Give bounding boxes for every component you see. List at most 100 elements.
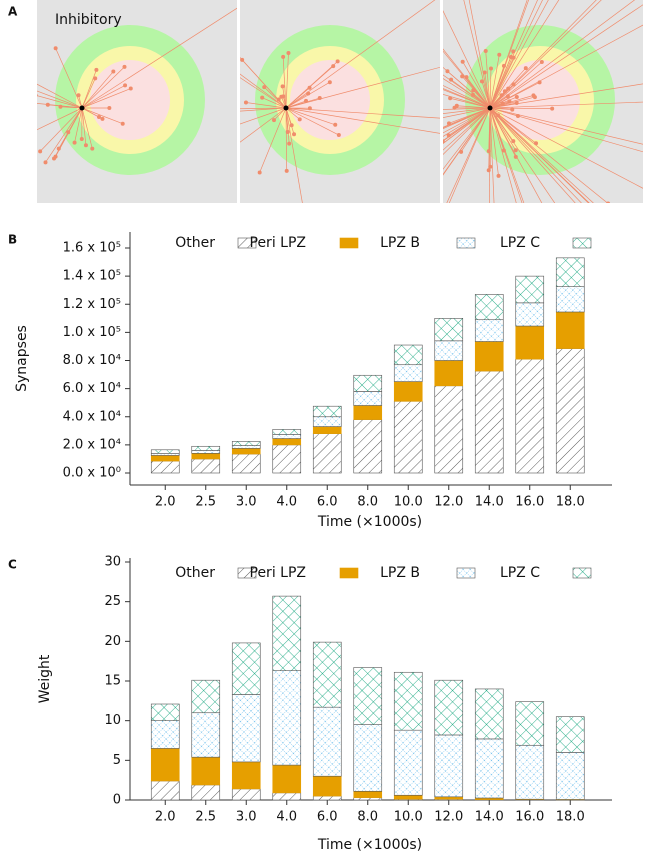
axon — [489, 107, 594, 203]
bar-segment — [231, 441, 261, 446]
legend-label: LPZ B — [380, 565, 420, 581]
synapse-dot — [482, 70, 487, 75]
soma — [487, 105, 493, 111]
soma — [283, 105, 289, 111]
synapse-dot — [511, 82, 516, 87]
bar-segment — [393, 344, 423, 366]
axon — [489, 0, 636, 109]
bar-segment — [555, 348, 585, 474]
bar-segment — [272, 434, 302, 439]
synapse-dot — [83, 143, 88, 148]
synapse-dot — [72, 140, 77, 145]
synapse-dot — [550, 106, 555, 111]
bar-segment — [191, 458, 221, 474]
bar-segment — [555, 752, 585, 800]
synapse-dot — [257, 280, 261, 284]
axon — [489, 107, 517, 158]
panel-label: C — [8, 558, 17, 572]
synapse-dot — [52, 156, 57, 161]
synapse-dot — [336, 133, 341, 138]
y-tick-label: 10 — [104, 713, 121, 728]
synapse-dot — [333, 122, 338, 127]
axon — [489, 24, 643, 109]
axon — [443, 107, 491, 141]
axon — [443, 107, 491, 176]
axon — [259, 107, 287, 173]
synapse-dot — [606, 201, 611, 203]
axon — [462, 61, 491, 109]
bar-segment — [353, 374, 383, 392]
y-tick-label: 4.0 x 10⁴ — [63, 409, 121, 424]
axon — [468, 0, 491, 109]
axon — [443, 85, 491, 109]
bar-segment — [231, 445, 261, 449]
bar-segment — [231, 694, 261, 763]
synapse-dot — [292, 132, 297, 137]
bar-segment — [312, 795, 342, 801]
axon — [443, 107, 491, 134]
y-axis-label: Synapses — [14, 325, 30, 392]
synapse-dot — [38, 149, 43, 154]
axon — [489, 107, 505, 151]
axon — [443, 89, 491, 109]
synapse-dot — [37, 93, 38, 97]
synapse-dot — [506, 86, 511, 91]
axon — [240, 73, 287, 109]
legend-label: Peri LPZ — [250, 565, 307, 581]
legend-label: LPZ C — [500, 235, 540, 251]
bar-segment — [515, 302, 545, 327]
synapse-dot — [483, 48, 488, 53]
synapse-dot — [513, 148, 518, 153]
synapse-dot — [372, 257, 376, 261]
bar-segment — [191, 756, 221, 786]
axon — [285, 107, 295, 135]
axon — [37, 95, 83, 109]
synapse-dot — [479, 79, 484, 84]
synapse-dot — [499, 93, 504, 98]
synapse-dot — [23, 76, 27, 80]
x-tick-label: 10.0 — [394, 810, 423, 825]
axon — [489, 107, 582, 203]
axon — [240, 107, 287, 125]
axon — [45, 107, 83, 163]
synapse-dot — [120, 121, 125, 126]
bar-segment — [150, 748, 180, 782]
axon — [489, 107, 513, 110]
x-tick-label: 18.0 — [556, 495, 585, 510]
x-tick-label: 2.5 — [195, 495, 216, 510]
bar-segment — [150, 455, 180, 462]
bar-segment — [312, 405, 342, 418]
bar-segment — [515, 275, 545, 304]
synapse-dot — [284, 168, 289, 173]
bar-segment — [474, 294, 504, 321]
axon — [450, 97, 491, 109]
x-tick-label: 6.0 — [317, 495, 338, 510]
synapse-dot — [307, 106, 312, 111]
neuron-panel — [257, 0, 643, 284]
x-tick-label: 18.0 — [556, 810, 585, 825]
axon — [240, 107, 287, 110]
synapse-dot — [90, 146, 95, 151]
axon — [273, 107, 287, 121]
bar-segment — [434, 385, 464, 474]
axon — [481, 81, 491, 109]
synapse-dot — [304, 98, 309, 103]
axon — [81, 66, 125, 109]
bar-segment — [231, 642, 261, 695]
bar-segment — [231, 453, 261, 474]
legend-swatch — [339, 237, 359, 249]
axon — [443, 107, 491, 170]
x-tick-label: 4.0 — [276, 495, 297, 510]
synapse-dot — [486, 168, 491, 173]
axon — [489, 0, 528, 109]
bar-segment — [393, 364, 423, 382]
panel-label: A — [8, 5, 18, 19]
synapse-dot — [515, 114, 520, 119]
bar-segment — [272, 444, 302, 474]
bar-segment — [231, 761, 261, 790]
axon — [456, 105, 491, 109]
axon — [53, 107, 83, 159]
axon — [285, 87, 310, 109]
bar-segment — [312, 433, 342, 474]
